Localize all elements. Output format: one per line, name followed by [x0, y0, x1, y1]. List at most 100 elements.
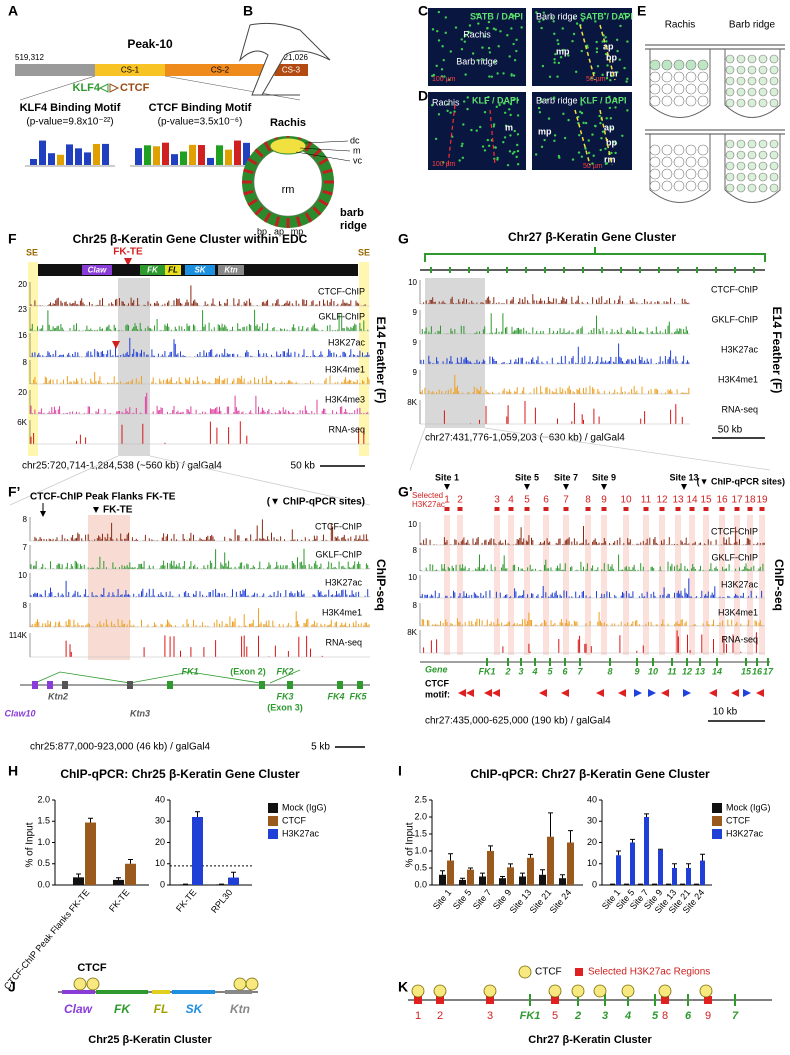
track-name: GKLF-ChIP	[315, 549, 362, 559]
cell	[554, 134, 556, 136]
cell	[512, 152, 514, 154]
triangle	[596, 689, 604, 697]
title: Chr27 β-Keratin Gene Cluster	[508, 230, 676, 244]
region-label: 1	[415, 1010, 421, 1022]
exon	[601, 267, 603, 273]
region-label: 6	[685, 1010, 692, 1022]
cell	[556, 39, 558, 41]
region-marker	[676, 507, 681, 511]
cell	[573, 33, 575, 35]
gene-segment	[172, 990, 215, 994]
gene-mark	[604, 994, 606, 1006]
exon	[357, 681, 363, 689]
region-label: 2	[574, 1010, 581, 1022]
motif-title: KLF4 Binding Motif	[20, 102, 121, 114]
exon	[468, 267, 470, 273]
triangle	[681, 484, 687, 490]
cell	[662, 169, 672, 179]
highlight	[623, 515, 629, 655]
shape	[254, 148, 322, 216]
cell	[445, 16, 447, 18]
track-max: 6K	[17, 418, 27, 427]
cell	[770, 173, 778, 181]
logo-letter	[30, 159, 37, 165]
cell	[759, 77, 767, 85]
exon	[636, 658, 638, 666]
cell	[759, 184, 767, 192]
cell	[686, 60, 696, 70]
logo-letter	[102, 144, 109, 165]
cell	[494, 146, 496, 148]
label: 50 kb	[291, 461, 316, 472]
track-max: 10	[18, 571, 27, 580]
logo-letter	[144, 145, 151, 165]
region-marker	[644, 507, 649, 511]
exon	[734, 267, 736, 273]
cell	[567, 119, 569, 121]
cell	[650, 145, 660, 155]
triangle	[563, 484, 569, 490]
exon	[544, 267, 546, 273]
triangle	[661, 689, 669, 697]
gene-name: 12	[682, 666, 692, 676]
exon	[525, 267, 527, 273]
exon	[47, 681, 53, 689]
cell	[549, 76, 551, 78]
label: chr25:720,714-1,284,538 (~560 kb) / galG…	[22, 461, 222, 472]
y-tick-label: 40	[587, 794, 597, 804]
highlight	[689, 515, 695, 655]
y-tick-label: 1.0	[37, 837, 50, 847]
cell	[484, 111, 486, 113]
x-tick-label: Site 5	[451, 887, 473, 911]
signal-track	[31, 608, 369, 627]
region-marker	[624, 507, 629, 511]
track-max: 10	[408, 520, 417, 529]
y-tick-label: 2.0	[414, 811, 427, 821]
cell	[585, 122, 587, 124]
cell	[748, 173, 756, 181]
cell	[748, 99, 756, 107]
cell	[698, 169, 708, 179]
cell	[698, 72, 708, 82]
cell	[726, 140, 734, 148]
ctcf-site	[87, 978, 99, 990]
panel-label: A	[8, 3, 18, 19]
cell	[748, 184, 756, 192]
cell	[674, 60, 684, 70]
y-tick-label: 0	[160, 879, 165, 889]
legend-swatch	[712, 816, 722, 826]
bar	[459, 880, 466, 885]
cell	[698, 181, 708, 191]
cell	[487, 139, 489, 141]
label: Site 7	[554, 472, 578, 482]
bar	[672, 868, 677, 885]
error-bar	[686, 864, 691, 868]
exon	[652, 658, 654, 666]
label: 50 µm	[583, 163, 603, 170]
error-bar	[644, 814, 649, 817]
region-marker	[704, 507, 709, 511]
label: FK-TE	[113, 247, 143, 258]
cell	[445, 32, 447, 34]
logo-letter	[162, 143, 169, 165]
label: Selected	[412, 491, 443, 500]
region-label: 4	[624, 1010, 631, 1022]
highlight	[494, 515, 500, 655]
exon	[520, 658, 522, 666]
panel-label: H	[8, 763, 18, 779]
label: vc	[353, 155, 363, 165]
gene-segment	[62, 990, 95, 994]
label: 100 µm	[432, 161, 456, 168]
cell	[726, 151, 734, 159]
exon	[753, 267, 755, 273]
label: Barb ridge	[536, 11, 578, 21]
error-bar	[548, 813, 553, 837]
label: ap	[603, 41, 614, 51]
bar	[113, 880, 124, 885]
gene-segment	[225, 990, 252, 994]
bar	[686, 868, 691, 885]
cell	[508, 55, 510, 57]
cell	[592, 155, 594, 157]
